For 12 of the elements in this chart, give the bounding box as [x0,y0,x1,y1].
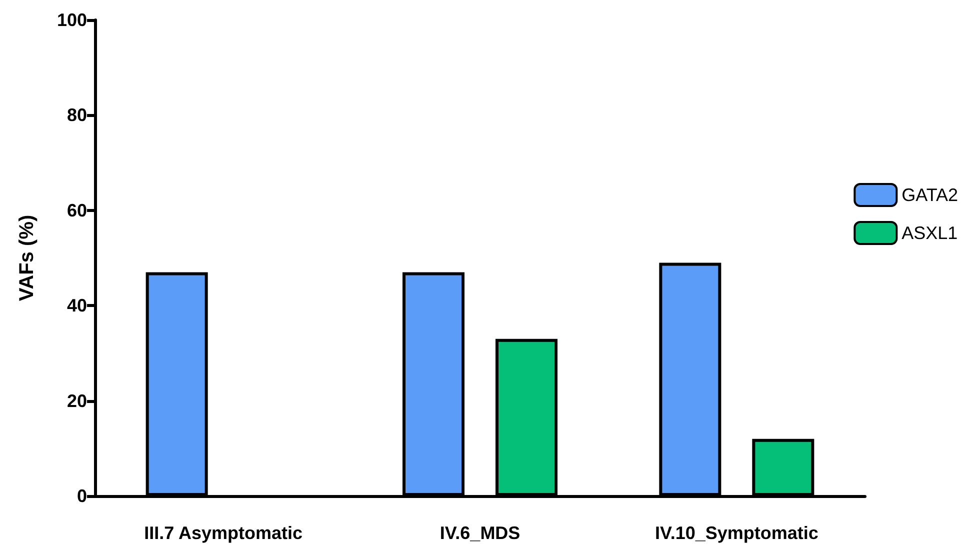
x-tick-label: III.7 Asymptomatic [144,523,303,543]
x-tick-label: IV.10_Symptomatic [654,523,818,543]
legend-label: GATA2 [902,185,958,205]
y-tick-label: 80 [66,105,87,126]
y-axis-title: VAFs (%) [16,214,38,302]
y-tick-label: 40 [66,296,87,316]
y-tick-label: 100 [56,10,87,30]
legend-label: ASXL1 [902,223,958,243]
y-tick-label: 20 [66,390,87,411]
x-tick-label: IV.6_MDS [440,523,520,543]
y-tick-label: 60 [66,200,87,220]
y-tick-label: 0 [76,486,87,506]
